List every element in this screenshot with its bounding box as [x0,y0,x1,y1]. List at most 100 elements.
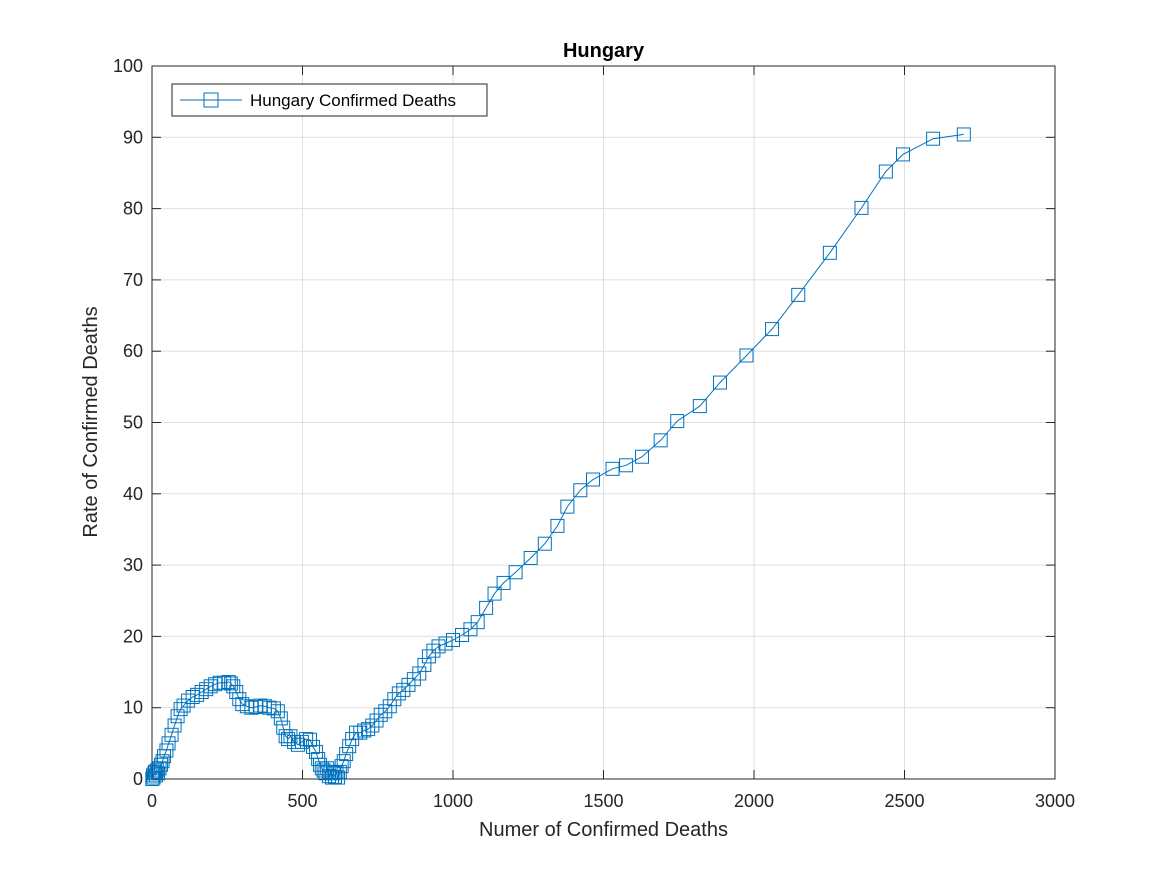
data-point-marker [605,461,620,476]
data-point-marker [537,536,552,551]
tick-labels: 0 500 1000 1500 2000 2500 3000 0 10 20 30 40 50 60 70 8… [113,56,1075,811]
data-point-marker [199,682,214,697]
y-tick-label: 0 [133,769,143,789]
data-point-marker [190,687,205,702]
data-point-marker [203,679,218,694]
data-point-marker [560,499,575,514]
data-point-marker [306,739,321,754]
x-tick-label: 1500 [583,791,623,811]
data-point-marker [311,752,326,767]
data-point-marker [262,700,277,715]
legend-entry-label: Hungary Confirmed Deaths [250,91,456,110]
data-point-marker [412,666,427,681]
data-point-marker [159,743,174,758]
data-point-marker [152,761,167,776]
data-point-marker [523,550,538,565]
y-tick-label: 30 [123,555,143,575]
data-point-marker [290,737,305,752]
data-point-marker [339,747,354,762]
x-tick-label: 2000 [734,791,774,811]
data-point-marker [223,676,238,691]
data-point-marker [239,699,254,714]
data-point-marker [479,600,494,615]
data-point-marker [151,766,166,781]
data-point-marker [878,164,893,179]
data-point-marker [692,399,707,414]
data-point-marker [765,322,780,337]
data-point-marker [194,685,209,700]
data-point-marker [496,575,511,590]
data-point-marker [470,615,485,630]
data-point-marker [956,127,971,142]
data-point-marker [854,200,869,215]
y-tick-label: 90 [123,127,143,147]
data-point-marker [208,677,223,692]
data-point-marker [635,449,650,464]
data-point-marker [585,472,600,487]
data-point-marker [926,131,941,146]
data-point-marker [148,768,163,783]
data-point-marker [550,518,565,533]
data-point-marker [373,707,388,722]
x-tick-label: 2500 [884,791,924,811]
data-point-marker [619,458,634,473]
data-point-marker [365,718,380,733]
data-point-marker [283,729,298,744]
data-point-marker [185,690,200,705]
y-tick-label: 10 [123,698,143,718]
data-point-marker [653,433,668,448]
data-point-marker [438,636,453,651]
x-tick-label: 1000 [433,791,473,811]
data-point-marker [361,722,376,737]
x-axis-title: Numer of Confirmed Deaths [479,819,728,841]
data-point-marker [270,704,285,719]
data-point-marker [235,697,250,712]
data-point-marker [253,698,268,713]
data-point-marker [336,754,351,769]
data-point-marker [332,764,347,779]
data-point-marker [712,375,727,390]
data-point-marker [406,672,421,687]
y-tick-label: 100 [113,56,143,76]
data-point-marker [357,723,372,738]
data-point-marker [312,757,327,772]
data-point-marker [176,698,191,713]
x-tick-label: 0 [147,791,157,811]
data-point-marker [396,682,411,697]
data-point-marker [173,702,188,717]
data-point-marker [670,414,685,429]
data-point-marker [334,759,349,774]
data-point-marker [161,736,176,751]
data-point-marker [154,757,169,772]
data-point-marker [822,245,837,260]
data-point-marker [378,704,393,719]
data-point-marker [164,727,179,742]
data-point-marker [244,700,259,715]
x-tick-label: 500 [287,791,317,811]
legend: Hungary Confirmed Deaths [171,83,488,117]
data-point-marker [294,734,309,749]
data-point-marker [287,734,302,749]
data-point-marker [739,348,754,363]
data-point-marker [155,754,170,769]
data-point-marker [895,147,910,162]
data-point-marker [221,675,236,690]
data-point-marker [167,718,182,733]
data-point-marker [145,772,160,786]
data-point-marker [446,632,460,647]
legend-marker-square [203,92,219,108]
y-axis-title: Rate of Confirmed Deaths [80,306,102,537]
y-tick-label: 70 [123,270,143,290]
data-point-marker [382,699,397,714]
data-point-marker [232,692,247,707]
data-point-marker [791,287,806,302]
data-point-marker [273,711,288,726]
data-point-marker [455,627,470,642]
data-point-marker [487,586,502,601]
data-point-marker [276,720,291,735]
series-layer [145,127,971,786]
y-tick-label: 60 [123,341,143,361]
y-tick-label: 40 [123,484,143,504]
